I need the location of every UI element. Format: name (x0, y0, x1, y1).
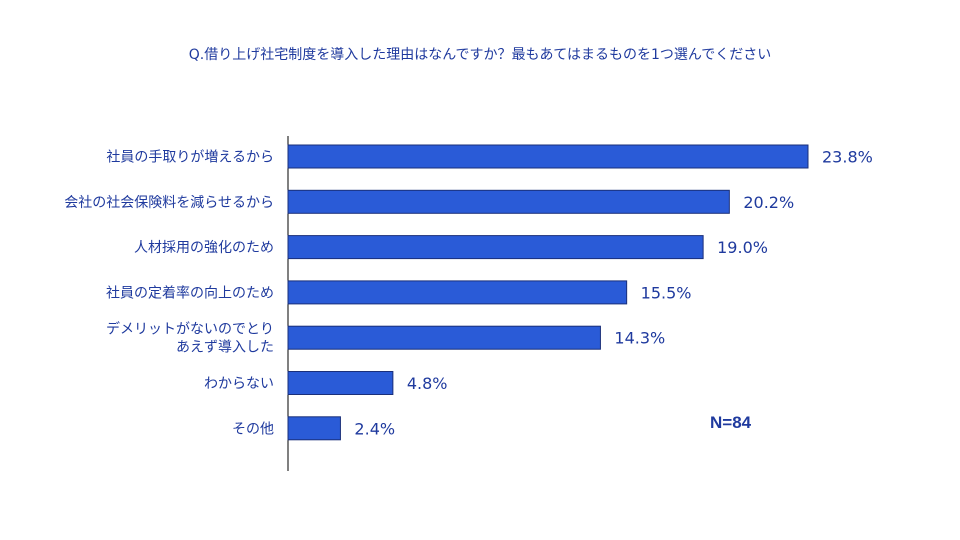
category-label-7: その他 (232, 421, 274, 437)
bar-6 (287, 371, 394, 395)
value-label-5: 14.3% (614, 329, 665, 348)
bars-group: 23.8% 社員の手取りが増えるから 20.2% 会社の社会保険料を減らせるから 19.… (64, 144, 873, 441)
chart-title: Q.借り上げ社宅制度を導入した理由はなんですか？最もあてはまるものを1つ選んでく… (188, 47, 772, 63)
sample-size-annotation: N=84 (710, 413, 752, 432)
category-label-2: 会社の社会保険料を減らせるから (64, 194, 274, 211)
category-label-3: 人材採用の強化のため (134, 240, 274, 256)
value-label-6: 4.8% (407, 374, 448, 393)
value-label-7: 2.4% (354, 419, 395, 438)
value-label-2: 20.2% (743, 193, 794, 212)
bar-3 (287, 235, 704, 260)
bar-5 (287, 325, 601, 350)
bar-2 (287, 189, 730, 214)
bar-1 (287, 144, 809, 169)
value-label-3: 19.0% (717, 238, 768, 257)
bar-7 (287, 416, 341, 441)
category-label-5-line-1: デメリットがないのでとり (106, 321, 274, 338)
category-label-5-line-2: あえず導入した (176, 340, 274, 356)
category-label-4: 社員の定着率の向上のため (106, 284, 274, 301)
bar-4 (287, 280, 628, 305)
value-label-1: 23.8% (822, 148, 873, 167)
category-label-6: わからない (204, 376, 274, 392)
category-label-1: 社員の手取りが増えるから (106, 150, 274, 166)
value-label-4: 15.5% (641, 283, 692, 302)
